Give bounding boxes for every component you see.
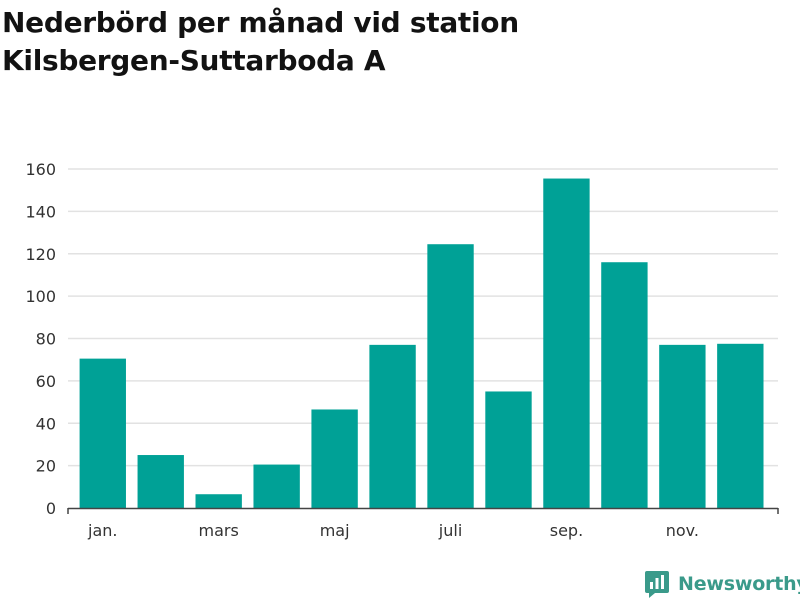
y-tick-label-80: 80 bbox=[36, 330, 56, 349]
chart-title-line-1: Nederbörd per månad vid station bbox=[2, 6, 519, 39]
bar-aug bbox=[485, 391, 532, 508]
bars bbox=[79, 178, 764, 509]
x-axis-ticks: jan. mars maj juli sep. nov. bbox=[87, 521, 699, 540]
bar-feb bbox=[137, 455, 184, 508]
y-tick-label-0: 0 bbox=[46, 499, 56, 518]
x-axis bbox=[67, 507, 779, 514]
newsworthy-logo: Newsworthy bbox=[644, 568, 800, 600]
y-tick-label-60: 60 bbox=[36, 372, 56, 391]
x-tick-label-sep: sep. bbox=[550, 521, 583, 540]
y-tick-label-20: 20 bbox=[36, 457, 56, 476]
x-tick-label-maj: maj bbox=[320, 521, 350, 540]
x-tick-label-juli: juli bbox=[438, 521, 462, 540]
x-tick-label-jan: jan. bbox=[87, 521, 117, 540]
bar-april bbox=[253, 464, 300, 508]
x-tick-label-mars: mars bbox=[199, 521, 239, 540]
bar-dec bbox=[717, 343, 764, 508]
bar-sep bbox=[543, 178, 590, 509]
chart-title: Nederbörd per månad vid station Kilsberg… bbox=[2, 4, 519, 80]
y-tick-label-100: 100 bbox=[25, 287, 56, 306]
y-tick-label-40: 40 bbox=[36, 414, 56, 433]
bar-juni bbox=[369, 344, 416, 508]
bar-juli bbox=[427, 244, 474, 508]
bar-maj bbox=[311, 409, 358, 508]
bar-nov bbox=[659, 344, 706, 508]
grid-lines bbox=[68, 168, 778, 467]
y-axis-ticks: 0 20 40 60 80 100 120 140 160 bbox=[25, 160, 56, 518]
bar-jan bbox=[79, 358, 126, 508]
newsworthy-logo-icon bbox=[645, 571, 669, 598]
newsworthy-logo-text: Newsworthy bbox=[678, 573, 800, 595]
x-tick-label-nov: nov. bbox=[666, 521, 699, 540]
bar-okt bbox=[601, 262, 648, 508]
y-tick-label-120: 120 bbox=[25, 245, 56, 264]
y-tick-label-140: 140 bbox=[25, 202, 56, 221]
bar-mars bbox=[195, 494, 242, 508]
y-tick-label-160: 160 bbox=[25, 160, 56, 179]
chart-title-line-2: Kilsbergen-Suttarboda A bbox=[2, 44, 386, 77]
